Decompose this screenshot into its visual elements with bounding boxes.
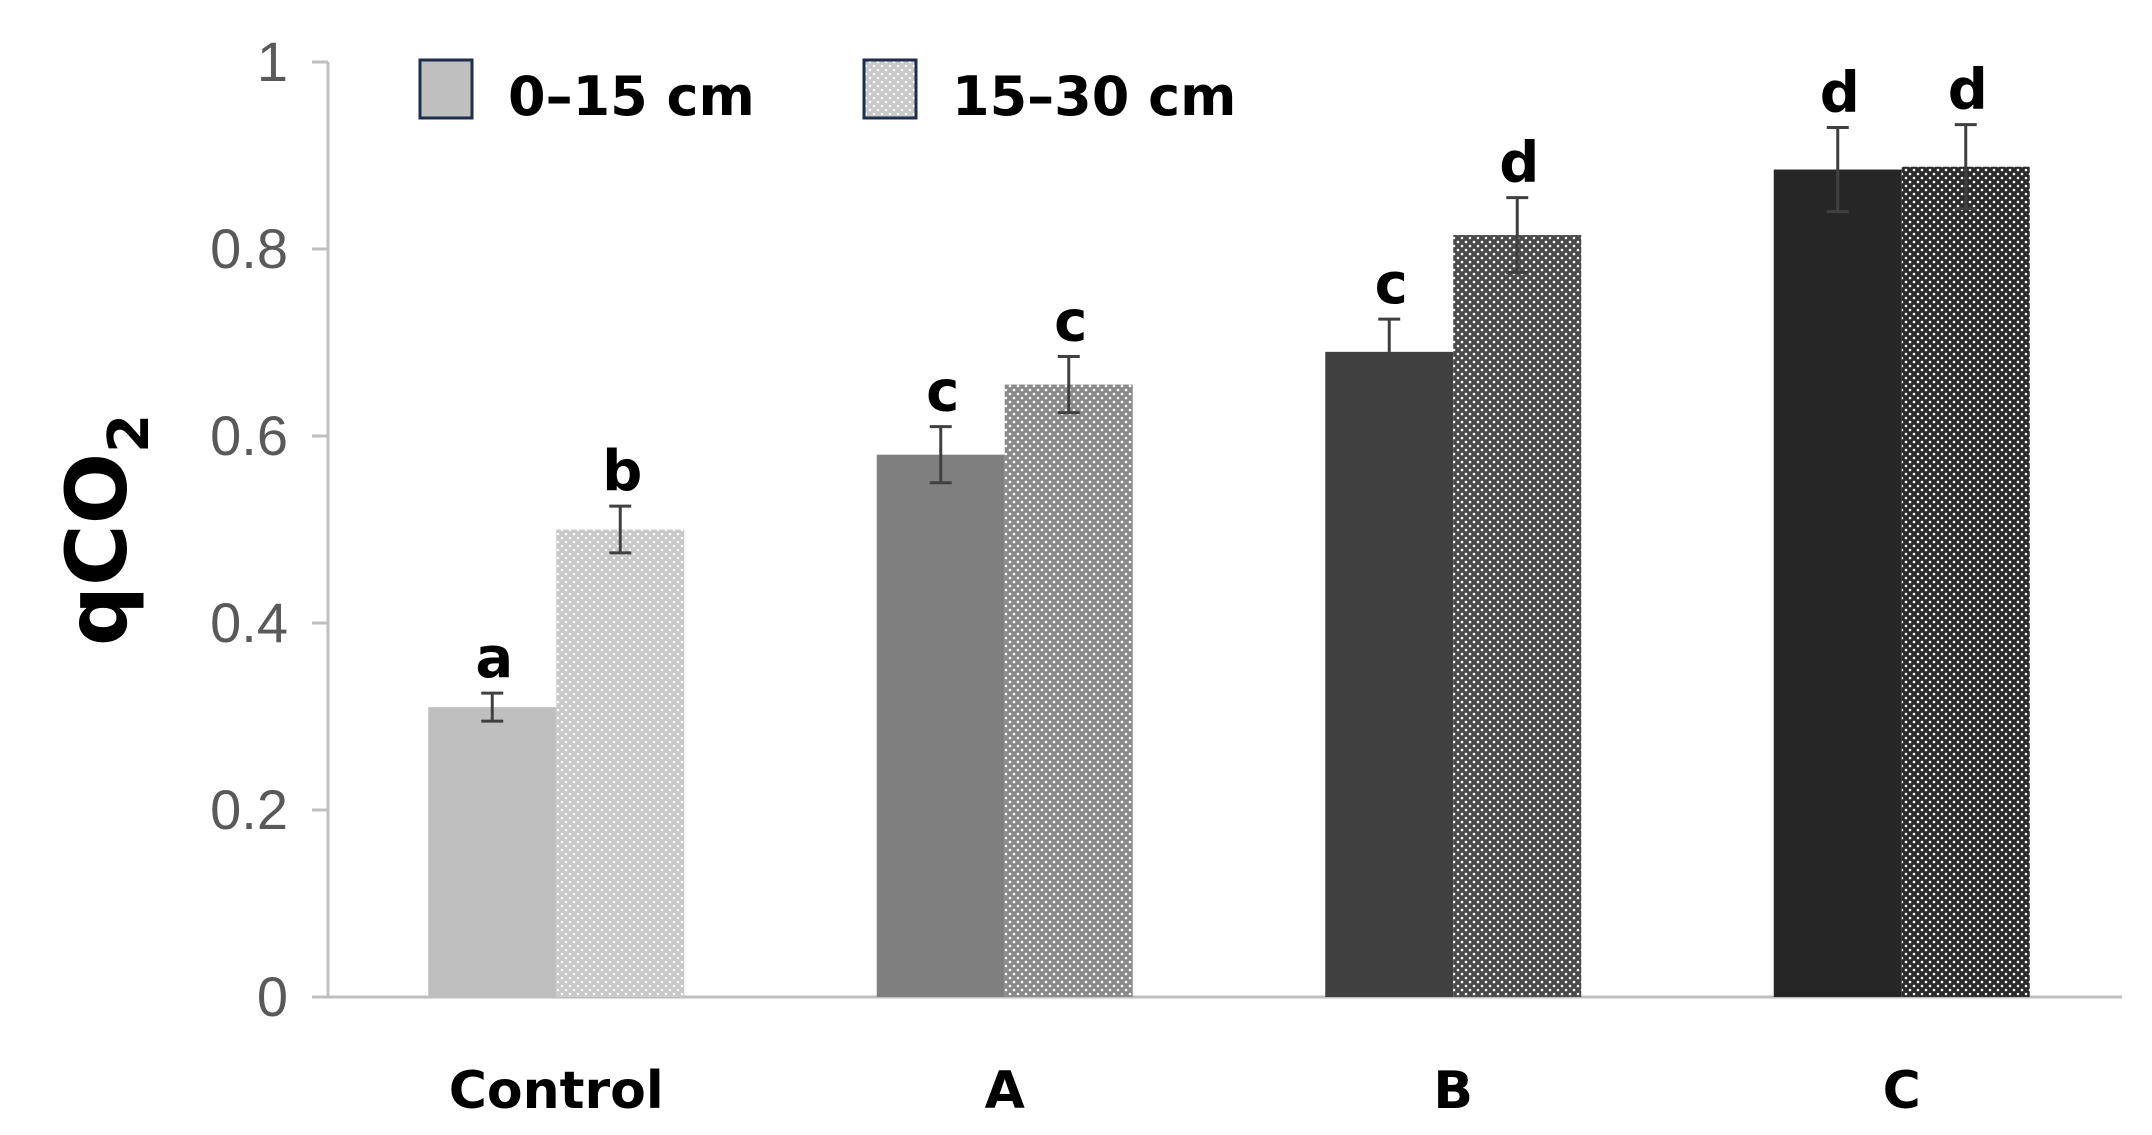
labels: a b Control c c Ac d Bd d C bbox=[449, 58, 1988, 1121]
legend-item-15-30cm: 15–30 cm bbox=[862, 58, 1236, 128]
legend: 0–15 cm 15–30 cm bbox=[418, 58, 1236, 128]
error-bar bbox=[1506, 196, 1529, 274]
y-axis-title: qCO2 bbox=[48, 414, 162, 646]
bar-0-15cm-c bbox=[1773, 169, 1902, 997]
legend-item-0-15cm: 0–15 cm bbox=[418, 58, 755, 128]
significance-label: d bbox=[1499, 131, 1539, 196]
significance-label: d bbox=[1820, 60, 1860, 125]
y-tick-label: 0.6 bbox=[210, 404, 288, 467]
significance-label: c bbox=[1375, 252, 1408, 317]
bar-15-30cm-c bbox=[1901, 166, 2030, 998]
y-tick-label: 0.2 bbox=[210, 778, 288, 841]
error-bar bbox=[1057, 355, 1080, 415]
bar-0-15cm-control bbox=[428, 707, 557, 997]
axes: 0 0.2 0.4 0.6 0.8 1 bbox=[210, 30, 2122, 1028]
error-bar bbox=[1378, 317, 1401, 387]
error-bar bbox=[481, 691, 504, 723]
x-category-label: B bbox=[1433, 1061, 1473, 1121]
bars bbox=[428, 123, 2030, 998]
bar-15-30cm-a bbox=[1004, 384, 1133, 997]
y-axis-label-subscript: 2 bbox=[97, 414, 162, 453]
error-bar bbox=[609, 504, 632, 555]
legend-swatch bbox=[862, 58, 918, 120]
y-tick-label: 1 bbox=[257, 30, 288, 93]
bar-0-15cm-b bbox=[1325, 351, 1454, 998]
significance-label: b bbox=[602, 439, 642, 504]
bar-15-30cm-b bbox=[1453, 234, 1582, 998]
error-bar bbox=[929, 425, 952, 485]
significance-label: c bbox=[926, 360, 959, 425]
y-axis-label: qCO2 bbox=[48, 414, 162, 646]
y-axis-label-main: qCO bbox=[48, 453, 146, 646]
y-tick-label: 0.4 bbox=[210, 591, 288, 654]
error-bar bbox=[1954, 123, 1977, 211]
legend-swatch bbox=[418, 58, 474, 120]
y-tick-label: 0.8 bbox=[210, 217, 288, 280]
y-tick-label: 0 bbox=[257, 965, 288, 1028]
significance-label: d bbox=[1948, 58, 1988, 123]
x-category-label: Control bbox=[449, 1061, 664, 1121]
significance-label: a bbox=[475, 626, 513, 691]
error-bar bbox=[1826, 125, 1849, 214]
legend-label: 15–30 cm bbox=[952, 65, 1236, 128]
x-category-label: A bbox=[985, 1061, 1025, 1121]
bar-15-30cm-control bbox=[556, 529, 685, 997]
x-category-label: C bbox=[1883, 1061, 1921, 1121]
legend-label: 0–15 cm bbox=[508, 65, 755, 128]
bar-0-15cm-a bbox=[876, 454, 1005, 997]
significance-label: c bbox=[1054, 290, 1087, 355]
